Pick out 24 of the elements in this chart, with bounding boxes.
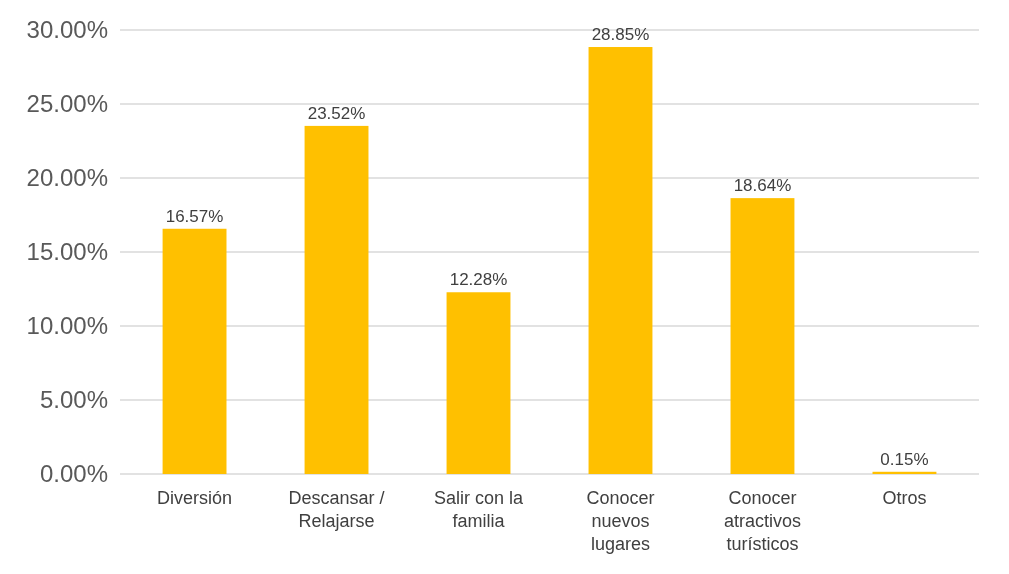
y-tick-label: 15.00% — [26, 238, 108, 266]
y-tick-label: 25.00% — [26, 90, 108, 118]
bar — [162, 228, 227, 474]
bar — [730, 198, 795, 474]
x-tick-label: Diversión — [157, 488, 233, 508]
bar — [304, 125, 369, 474]
y-tick-label: 20.00% — [26, 164, 108, 192]
x-tick-label: Conocer atractivos turísticos — [723, 488, 801, 554]
data-label: 18.64% — [733, 176, 792, 196]
x-tick-label: Conocer nuevos lugares — [586, 488, 655, 554]
data-label: 28.85% — [591, 25, 650, 45]
bar — [588, 47, 653, 474]
bar — [446, 292, 511, 474]
y-tick-label: 5.00% — [39, 386, 108, 414]
data-label: 16.57% — [165, 206, 224, 226]
x-tick-label: Descansar / Relajarse — [288, 488, 385, 531]
data-label: 0.15% — [880, 449, 929, 469]
data-label: 23.52% — [307, 103, 366, 123]
y-tick-label: 0.00% — [39, 460, 108, 488]
x-tick-label: Salir con la familia — [433, 488, 525, 531]
data-label: 12.28% — [449, 270, 508, 290]
y-tick-label: 30.00% — [26, 16, 108, 44]
x-tick-label: Otros — [882, 488, 927, 508]
y-tick-label: 10.00% — [26, 312, 108, 340]
